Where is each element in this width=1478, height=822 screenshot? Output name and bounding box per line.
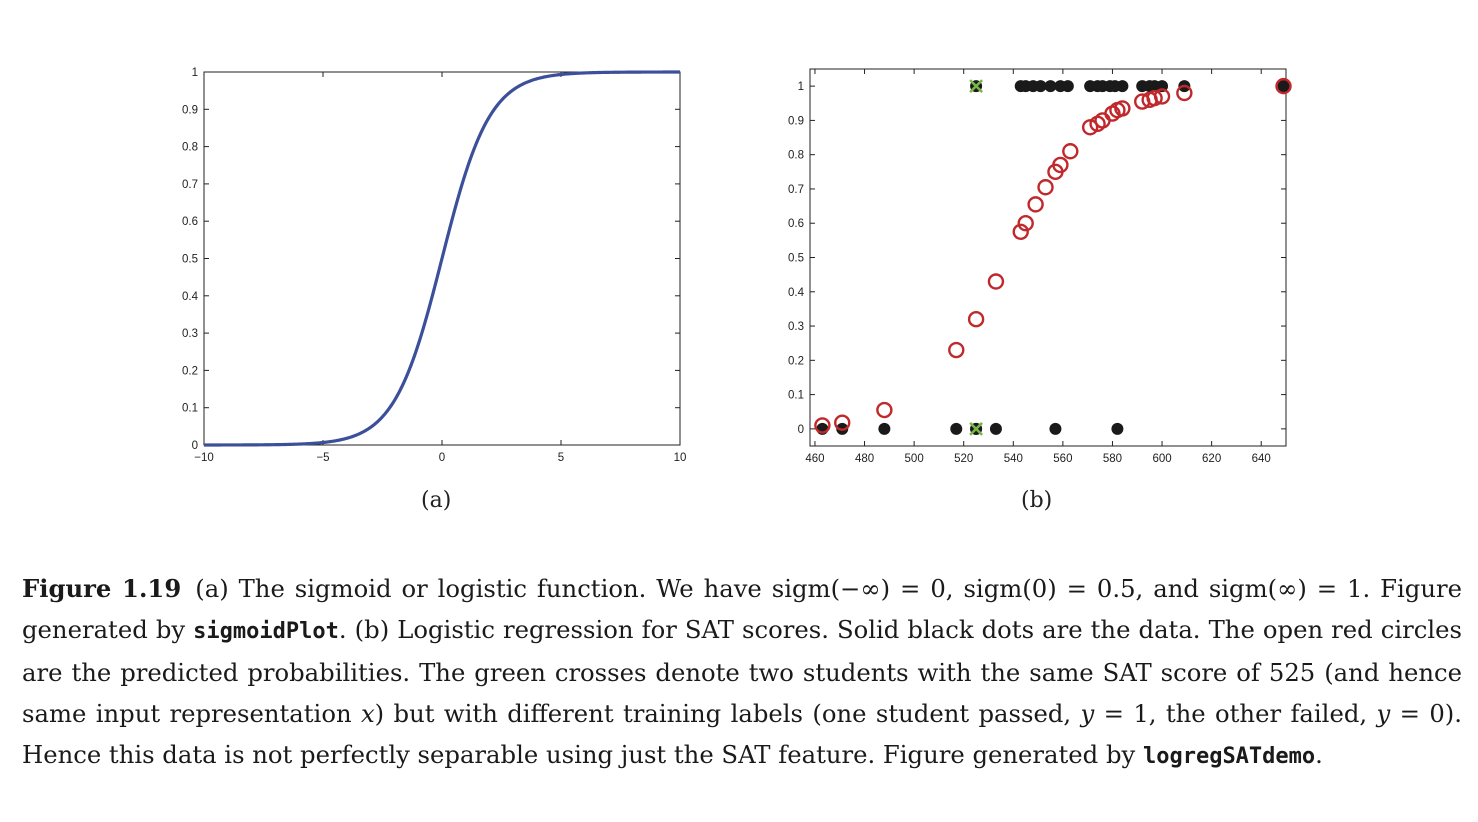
data-point-dot [1116, 80, 1129, 93]
panel-a-label: (a) [421, 488, 452, 513]
green-cross-stroke [969, 79, 984, 94]
code-sigmoidplot: sigmoidPlot [193, 619, 339, 644]
data-point-dot [989, 422, 1002, 435]
sat-xtick-label: 460 [805, 453, 824, 465]
var-y-1: y [1080, 699, 1095, 728]
sigmoid-ytick-label: 0.3 [182, 328, 198, 340]
sigmoid-plot-panel: −10 −5 0 5 10 0 0.1 0.2 0.3 0.4 0.5 0.6 0.7 0.8 0.9 1 (… [0, 0, 740, 540]
sigmoid-ytick-label: 0.7 [182, 179, 198, 191]
sat-ytick-label: 0.8 [788, 150, 804, 162]
sat-xtick-label: 620 [1202, 453, 1221, 465]
data-point-dot [1044, 80, 1057, 93]
sigmoid-xtick-label: −5 [316, 452, 329, 464]
sigmoid-ytick-label: 0.8 [182, 142, 198, 154]
data-point-dot [950, 422, 963, 435]
figure-caption: Figure 1.19 (a) The sigmoid or logistic f… [22, 568, 1462, 777]
sat-ytick-label: 0.4 [788, 287, 805, 299]
code-logregsatdemo: logregSATdemo [1142, 744, 1316, 769]
sat-xtick-label: 520 [954, 453, 973, 465]
caption-text-5: = 0). Hence this data is not perfectly s… [22, 699, 1462, 769]
predicted-probability-circle [987, 273, 1005, 290]
predicted-probability-circle [1275, 77, 1292, 95]
sat-xtick-label: 500 [905, 453, 924, 465]
sat-ytick-label: 0.1 [788, 390, 804, 402]
sigmoid-ytick-label: 0.4 [182, 291, 199, 303]
sat-ytick-label: 0.9 [788, 115, 804, 127]
data-point-dot [878, 422, 891, 435]
sigmoid-chart: −10 −5 0 5 10 0 0.1 0.2 0.3 0.4 0.5 0.6 0.7 0.8 0.9 1 [182, 67, 687, 464]
sat-logistic-regression-panel: 460 480 500 520 540 560 580 600 620 640 0 0.1 0.2 0.3… [740, 0, 1478, 540]
sigmoid-xtick-label: 5 [558, 452, 564, 464]
sigmoid-ytick-label: 1 [192, 67, 198, 79]
predicted-probability-circle [834, 414, 851, 431]
predicted-probability-circle [1062, 143, 1079, 160]
sigmoid-xtick-label: 10 [674, 452, 687, 464]
sat-xtick-label: 480 [855, 453, 874, 465]
sigmoid-ytick-label: 0 [192, 440, 198, 452]
sigmoid-ytick-label: 0.9 [182, 104, 198, 116]
sigmoid-ytick-label: 0.5 [182, 254, 198, 266]
predicted-probability-circle [948, 341, 965, 359]
caption-text-2: . (b) Logistic regression for SAT scores… [22, 615, 1462, 728]
sat-axes-box [809, 68, 1287, 447]
caption-text-4: = 1, the other failed, [1094, 699, 1377, 728]
predicted-probability-circle [1114, 100, 1131, 117]
sigmoid-ytick-label: 0.1 [182, 403, 198, 415]
sat-xtick-label: 580 [1103, 453, 1122, 465]
predicted-probability-circle [967, 310, 985, 328]
data-point-dot [1061, 80, 1074, 93]
sat-xtick-label: 540 [1004, 453, 1023, 465]
data-point-dot [1049, 422, 1062, 435]
data-point-dot [1034, 80, 1047, 93]
sigmoid-ytick-label: 0.2 [182, 365, 198, 377]
predicted-probability-circle [1027, 196, 1044, 213]
sat-scatter-chart: 460 480 500 520 540 560 580 600 620 640 0 0.1 0.2 0.3… [788, 68, 1292, 465]
sat-ytick-label: 0.6 [788, 218, 804, 230]
predicted-probability-circle [814, 417, 831, 434]
caption-text-3: ) but with different training labels (on… [374, 699, 1081, 728]
predicted-probability-circle [1153, 88, 1171, 105]
predicted-probability-circle [1146, 89, 1163, 107]
sigmoid-curve [204, 70, 680, 447]
panel-b-label: (b) [1021, 488, 1053, 513]
sigmoid-xtick-label: 0 [439, 452, 445, 464]
predicted-probability-circle [1037, 179, 1054, 196]
figure: −10 −5 0 5 10 0 0.1 0.2 0.3 0.4 0.5 0.6 0.7 0.8 0.9 1 (… [0, 0, 1478, 540]
var-y-2: y [1376, 699, 1391, 728]
sat-ytick-label: 0 [798, 424, 804, 436]
sat-xtick-label: 640 [1252, 453, 1271, 465]
sat-ytick-label: 1 [798, 81, 804, 93]
predicted-probability-circle [876, 401, 893, 419]
predicted-probability-circle [1176, 84, 1193, 102]
caption-text-1: (a) The sigmoid or logistic function. We… [22, 574, 1462, 644]
predicted-probability-circle [1012, 223, 1029, 240]
var-x: x [360, 699, 375, 728]
sigmoid-ytick-label: 0.6 [182, 216, 198, 228]
sat-ytick-label: 0.7 [788, 184, 804, 196]
sat-xtick-label: 560 [1053, 453, 1072, 465]
sat-xtick-label: 600 [1152, 453, 1171, 465]
figure-number: Figure 1.19 [22, 574, 182, 603]
caption-text-6: . [1315, 740, 1323, 769]
sat-ytick-label: 0.3 [788, 321, 804, 333]
sat-ytick-label: 0.2 [788, 355, 804, 367]
sigmoid-xtick-label: −10 [194, 452, 214, 464]
data-point-dot [1111, 422, 1124, 435]
green-cross-stroke [969, 421, 984, 436]
sat-ytick-label: 0.5 [788, 253, 804, 265]
predicted-probability-circle [1017, 215, 1034, 232]
predicted-probability-circle [1081, 119, 1099, 136]
predicted-probability-circle [1052, 156, 1069, 174]
data-point-dot [1277, 80, 1290, 93]
